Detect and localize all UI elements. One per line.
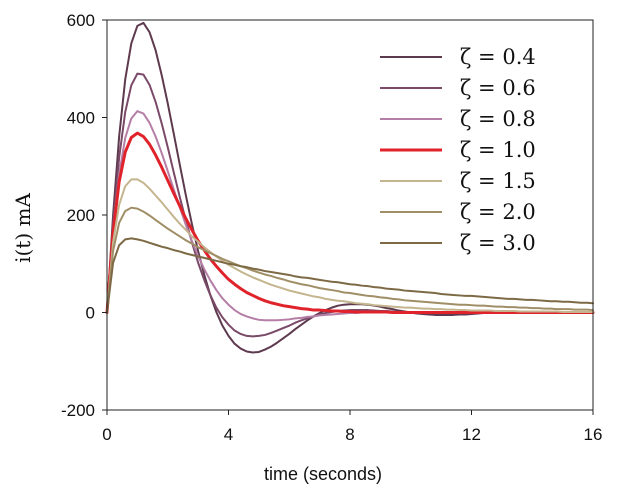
series-line-6 [106, 237, 594, 314]
x-tick-label: 16 [584, 425, 603, 444]
y-tick-label: 200 [67, 206, 95, 225]
legend-label-3: ζ = 1.0 [460, 138, 536, 162]
series-line-3 [105, 131, 595, 314]
series-layer [105, 21, 595, 354]
y-tick-label: 600 [67, 11, 95, 30]
legend: ζ = 0.4 ζ = 0.6 ζ = 0.8 ζ = 1.0 ζ = 1.5 ζ = 2… [380, 45, 536, 255]
legend-label-1: ζ = 0.6 [460, 76, 536, 100]
x-axis-label: time (seconds) [264, 464, 382, 484]
x-tick-label: 0 [102, 425, 111, 444]
legend-label-4: ζ = 1.5 [460, 169, 536, 193]
x-tick-label: 12 [462, 425, 481, 444]
series-line-4 [106, 178, 594, 314]
legend-label-5: ζ = 2.0 [460, 200, 536, 224]
x-tick-label: 4 [224, 425, 233, 444]
y-axis-label: i(t) mA [11, 193, 35, 263]
legend-label-0: ζ = 0.4 [460, 45, 536, 69]
y-tick-label: -200 [61, 401, 95, 420]
series-line-5 [106, 206, 594, 314]
ticks-layer: 0 4 8 12 16 -200 0 200 400 600 [61, 11, 602, 444]
y-tick-label: 400 [67, 109, 95, 128]
y-tick-label: 0 [86, 304, 95, 323]
legend-label-6: ζ = 3.0 [460, 231, 536, 255]
legend-label-2: ζ = 0.8 [460, 107, 536, 131]
x-tick-label: 8 [345, 425, 354, 444]
